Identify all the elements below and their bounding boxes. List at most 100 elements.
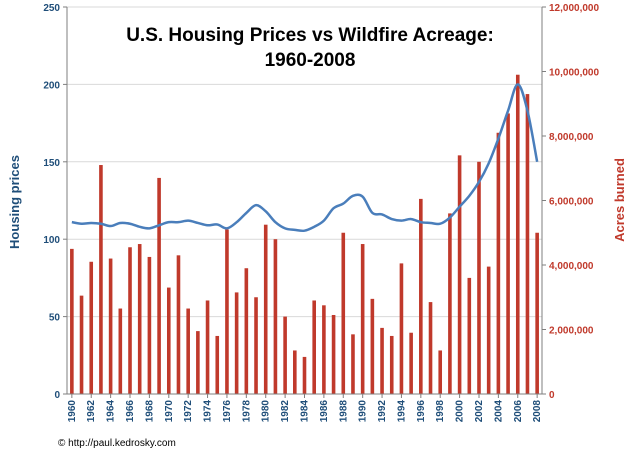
bar-1995 bbox=[409, 332, 413, 394]
bar-2003 bbox=[486, 266, 491, 394]
bar-series-acres-burned bbox=[70, 74, 539, 395]
bar-1962 bbox=[89, 261, 94, 394]
x-tick-label: 1998 bbox=[435, 400, 446, 423]
bar-2005 bbox=[506, 113, 510, 395]
bar-2008 bbox=[535, 232, 539, 394]
housing-price-line bbox=[71, 83, 539, 233]
x-tick-label: 1990 bbox=[358, 400, 369, 423]
bar-1969 bbox=[157, 177, 161, 394]
right-axis-ticks: 0 2,000,000 4,000,000 6,000,000 8,000,000 10,… bbox=[542, 3, 599, 401]
credit-text: © http://paul.kedrosky.com bbox=[58, 438, 176, 449]
x-axis-ticks: 1960 1962 1964 1966 1968 1970 1972 1974 1976 1978… bbox=[67, 394, 543, 422]
left-tick-label: 150 bbox=[43, 158, 60, 169]
bar-1971 bbox=[176, 255, 181, 394]
x-tick-label: 1982 bbox=[280, 400, 291, 423]
x-tick-label: 1966 bbox=[125, 400, 136, 423]
bar-1982 bbox=[283, 316, 287, 394]
bar-1967 bbox=[137, 244, 142, 394]
left-tick-label: 100 bbox=[43, 235, 60, 246]
left-tick-label: 50 bbox=[49, 313, 61, 324]
bar-1963 bbox=[99, 165, 103, 394]
bar-1964 bbox=[108, 258, 113, 394]
x-tick-label: 1984 bbox=[300, 400, 311, 423]
x-tick-label: 1980 bbox=[261, 400, 272, 423]
bar-1972 bbox=[186, 308, 190, 394]
right-axis-label: Acres burned bbox=[612, 158, 627, 242]
bar-1975 bbox=[215, 335, 220, 394]
bar-1990 bbox=[360, 244, 365, 394]
chart-title-line-2: 1960-2008 bbox=[265, 50, 356, 71]
bar-2001 bbox=[467, 277, 472, 394]
right-tick-label: 2,000,000 bbox=[549, 326, 594, 337]
bar-1965 bbox=[118, 308, 123, 394]
bar-1960 bbox=[70, 248, 74, 395]
bar-1998 bbox=[438, 350, 443, 394]
left-tick-label: 200 bbox=[43, 80, 60, 91]
x-tick-label: 1986 bbox=[319, 400, 330, 423]
bar-1981 bbox=[273, 239, 278, 394]
bar-1979 bbox=[254, 297, 258, 394]
x-tick-label: 1972 bbox=[183, 400, 194, 423]
right-tick-label: 10,000,000 bbox=[549, 68, 599, 79]
bar-1983 bbox=[293, 350, 297, 394]
right-tick-label: 8,000,000 bbox=[549, 132, 594, 143]
x-tick-label: 1962 bbox=[86, 400, 97, 423]
left-tick-label: 0 bbox=[54, 390, 60, 401]
x-tick-label: 1996 bbox=[416, 400, 427, 423]
x-tick-label: 2002 bbox=[474, 400, 485, 423]
bar-1986 bbox=[322, 305, 326, 394]
x-tick-label: 1964 bbox=[106, 400, 117, 423]
bar-2004 bbox=[496, 132, 501, 394]
bar-2007 bbox=[525, 94, 530, 394]
right-tick-label: 6,000,000 bbox=[549, 197, 594, 208]
bar-1980 bbox=[263, 224, 268, 394]
bar-1988 bbox=[341, 232, 346, 394]
bar-2006 bbox=[515, 74, 520, 394]
bar-1961 bbox=[79, 295, 84, 394]
x-tick-label: 1994 bbox=[396, 400, 407, 423]
x-tick-label: 2000 bbox=[455, 400, 466, 423]
x-tick-label: 1974 bbox=[203, 400, 214, 423]
x-tick-label: 1992 bbox=[377, 400, 388, 423]
bar-1991 bbox=[370, 298, 375, 394]
x-tick-label: 1988 bbox=[338, 400, 349, 423]
bar-2000 bbox=[457, 155, 462, 394]
bar-1974 bbox=[205, 300, 210, 394]
bar-1973 bbox=[196, 331, 200, 394]
bar-1968 bbox=[147, 256, 152, 394]
bar-1970 bbox=[166, 287, 171, 394]
x-tick-label: 1960 bbox=[67, 400, 78, 423]
right-tick-label: 4,000,000 bbox=[549, 261, 594, 272]
left-axis-label: Housing prices bbox=[7, 155, 22, 249]
x-tick-label: 2006 bbox=[513, 400, 524, 423]
x-tick-label: 2004 bbox=[493, 400, 504, 423]
bar-1987 bbox=[331, 314, 336, 394]
bar-2002 bbox=[477, 161, 481, 394]
right-tick-label: 12,000,000 bbox=[549, 3, 599, 14]
x-tick-label: 1976 bbox=[222, 400, 233, 423]
bar-1992 bbox=[380, 327, 384, 394]
right-tick-label: 0 bbox=[549, 390, 555, 401]
x-tick-label: 1970 bbox=[164, 400, 175, 423]
bar-1994 bbox=[399, 263, 404, 394]
chart-title-line-1: U.S. Housing Prices vs Wildfire Acreage: bbox=[126, 25, 494, 46]
bar-1997 bbox=[428, 302, 433, 394]
line-series-housing-prices bbox=[71, 83, 539, 233]
x-tick-label: 1978 bbox=[241, 400, 252, 423]
x-tick-label: 2008 bbox=[532, 400, 543, 423]
bar-1996 bbox=[419, 198, 423, 394]
bar-1978 bbox=[244, 268, 249, 394]
bar-1999 bbox=[448, 213, 452, 394]
bar-1989 bbox=[351, 334, 355, 394]
x-tick-label: 1968 bbox=[144, 400, 155, 423]
left-axis-ticks: 0 50 100 150 200 250 bbox=[43, 3, 67, 401]
bar-1985 bbox=[312, 300, 316, 394]
left-tick-label: 250 bbox=[43, 3, 60, 14]
bar-1977 bbox=[234, 292, 239, 394]
bar-1966 bbox=[128, 247, 132, 394]
bar-1993 bbox=[389, 335, 394, 394]
bar-1976 bbox=[225, 229, 229, 394]
bar-1984 bbox=[302, 356, 307, 394]
